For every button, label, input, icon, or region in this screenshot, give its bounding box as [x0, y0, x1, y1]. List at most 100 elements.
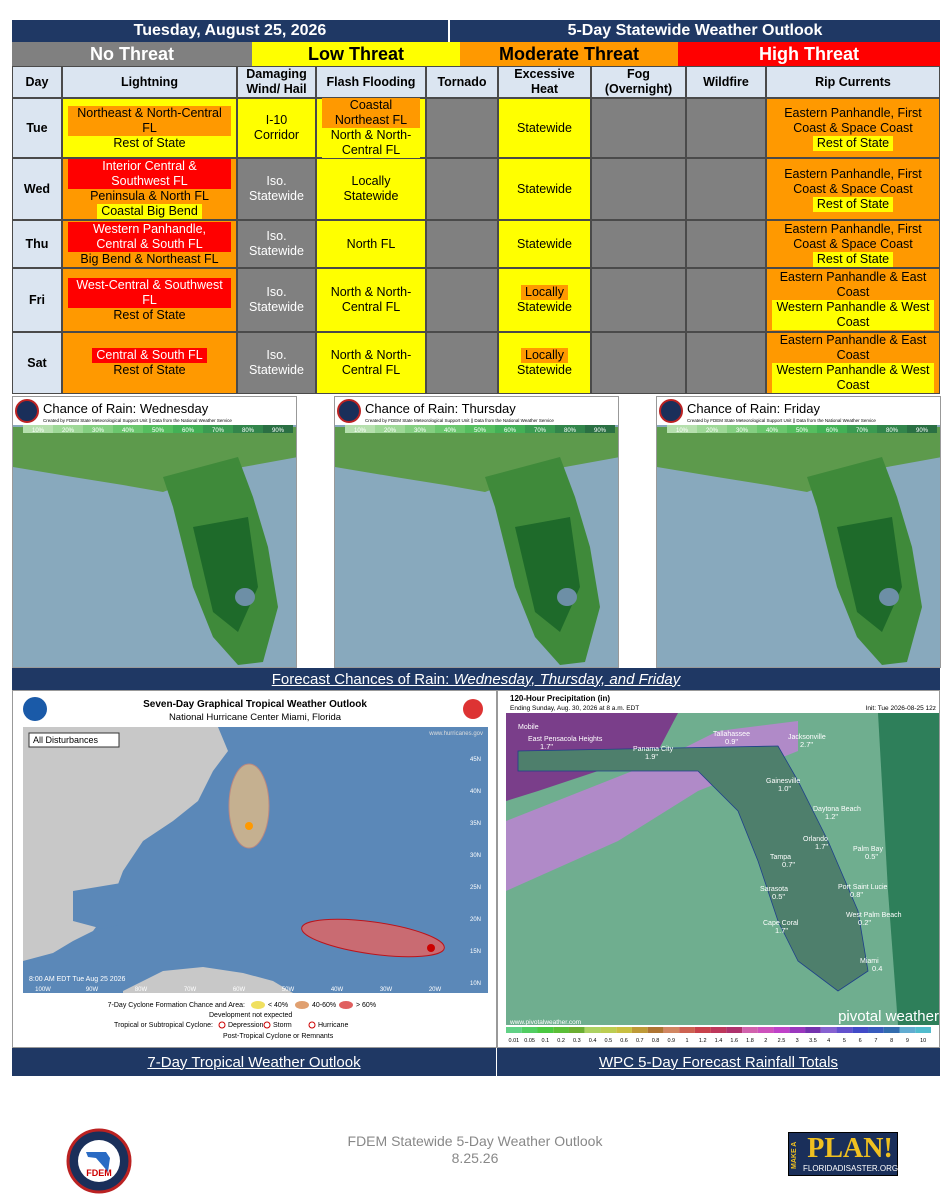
threat-area: Eastern Panhandle & East Coast: [772, 333, 934, 363]
scale-swatch: [584, 1027, 601, 1033]
city-name: East Pensacola Heights: [528, 736, 603, 743]
scale-label: 60%: [826, 428, 839, 434]
scale-swatch: [53, 425, 83, 433]
scale-swatch: [663, 1027, 680, 1033]
scale-swatch: [83, 425, 113, 433]
wet-east: [878, 713, 939, 1025]
threat-cell: Iso. Statewide: [237, 158, 316, 220]
scale-swatch: [631, 1027, 648, 1033]
lat-label: 40N: [470, 789, 481, 795]
tropical-url: www.hurricanes.gov: [428, 731, 483, 737]
scale-label: 80%: [242, 428, 255, 434]
threat-cell: Eastern Panhandle & East Coast Western Pa…: [766, 332, 940, 394]
city-amount: 0.4: [872, 964, 882, 973]
logo: [15, 399, 39, 423]
day-cell: Thu: [12, 220, 62, 268]
scale-label: 1: [685, 1038, 688, 1044]
threat-cell: [686, 158, 766, 220]
scale-swatch: [697, 425, 727, 433]
city-amount: 0.5": [772, 892, 785, 901]
city-amount: 1.2": [825, 812, 838, 821]
threat-level: High Threat: [678, 42, 940, 66]
threat-area: North FL: [342, 236, 400, 252]
type-icon: [308, 1021, 316, 1029]
scale-swatch: [742, 1027, 758, 1033]
threat-cell: Eastern Panhandle & East Coast Western Pa…: [766, 268, 940, 332]
not-expected: Development not expected: [209, 1012, 292, 1019]
rain-caption: Forecast Chances of Rain: Wednesday, Thu…: [12, 668, 940, 690]
chance-swatch: [295, 1001, 309, 1009]
scale-swatch: [173, 425, 203, 433]
hdr: [498, 691, 939, 713]
scale-swatch: [521, 1027, 538, 1033]
scale-label: 40%: [766, 428, 779, 434]
report-title: 5-Day Statewide Weather Outlook: [450, 20, 940, 42]
city-amount: 1.0": [778, 784, 791, 793]
type-label: Depression: [228, 1022, 264, 1029]
mark: [427, 944, 435, 952]
scale-swatch: [817, 425, 847, 433]
threat-cell: [686, 98, 766, 158]
threat-cell: I-10 Corridor: [237, 98, 316, 158]
rain-map-art: Chance of Rain: Friday Created by FDEM St…: [657, 397, 940, 667]
city-name: Palm Bay: [853, 846, 883, 853]
scale-label: 0.3: [573, 1038, 581, 1044]
threat-area: Statewide: [513, 236, 576, 252]
scale-label: 6: [859, 1038, 862, 1044]
tropical-panel: Seven-Day Graphical Tropical Weather Out…: [12, 690, 497, 1048]
scale-swatch: [113, 425, 143, 433]
threat-cell: [686, 220, 766, 268]
scale-swatch: [868, 1027, 884, 1033]
rain-site: www.pivotalweather.com: [509, 1019, 581, 1026]
florida: [517, 745, 869, 992]
plan-logo: MAKE A PLAN! FLORIDADISASTER.ORG: [788, 1132, 898, 1176]
map-title: Chance of Rain: Wednesday: [43, 401, 209, 416]
city-name: Jacksonville: [788, 734, 826, 741]
scale-label: 70%: [534, 428, 547, 434]
seal-label: FDEM: [86, 1168, 112, 1178]
lat-label: 20N: [470, 917, 481, 923]
day-cell: Tue: [12, 98, 62, 158]
title-bg: [13, 397, 296, 425]
map-subtitle: Created by FDEM State Meteorological Sup…: [43, 418, 232, 423]
threat-area: Central & South FL: [92, 348, 207, 363]
threat-area: Rest of State: [812, 196, 894, 212]
column-header: Fog (Overnight): [591, 66, 686, 98]
post-tropical: Post-Tropical Cyclone or Remnants: [223, 1033, 334, 1040]
city-name: Port Saint Lucie: [838, 884, 888, 891]
scale-swatch: [537, 1027, 554, 1033]
scale-label: 90%: [916, 428, 929, 434]
threat-cell: [591, 158, 686, 220]
rain-map: Chance of Rain: Wednesday Created by FDEM…: [12, 396, 297, 668]
scale-label: 1.4: [715, 1038, 723, 1044]
threat-cell: Interior Central & Southwest FL Peninsula…: [62, 158, 237, 220]
scale-label: 90%: [594, 428, 607, 434]
gulf: [73, 881, 133, 929]
threat-area: North & North-Central FL: [322, 348, 420, 378]
lat-label: 10N: [470, 981, 481, 987]
city-amount: 0.7": [782, 860, 795, 869]
threat-area: North & North-Central FL: [322, 285, 420, 315]
chance-label: 40-60%: [312, 1002, 336, 1009]
scale-label: 1.6: [730, 1038, 738, 1044]
tropical-caption: 7-Day Tropical Weather Outlook: [12, 1048, 497, 1076]
threat-cell: [426, 98, 498, 158]
day-cell: Wed: [12, 158, 62, 220]
threat-area: Peninsula & North FL: [86, 189, 213, 204]
plan-site: FLORIDADISASTER.ORG: [803, 1164, 899, 1173]
scale-label: 80%: [564, 428, 577, 434]
rainfall-caption: WPC 5-Day Forecast Rainfall Totals: [497, 1048, 940, 1076]
scale-swatch: [883, 1027, 900, 1033]
scale-swatch: [877, 425, 907, 433]
scale-swatch: [263, 425, 293, 433]
lon-label: 40W: [331, 987, 344, 993]
threat-cell: [426, 332, 498, 394]
scale-label: 50%: [474, 428, 487, 434]
city-amount: 0.5": [865, 852, 878, 861]
threat-level: Low Threat: [252, 42, 460, 66]
scale-swatch: [203, 425, 233, 433]
threat-area: Statewide: [513, 120, 576, 136]
scale-swatch: [345, 425, 375, 433]
city-name: Miami: [860, 958, 879, 965]
chance-label: < 40%: [268, 1002, 288, 1009]
